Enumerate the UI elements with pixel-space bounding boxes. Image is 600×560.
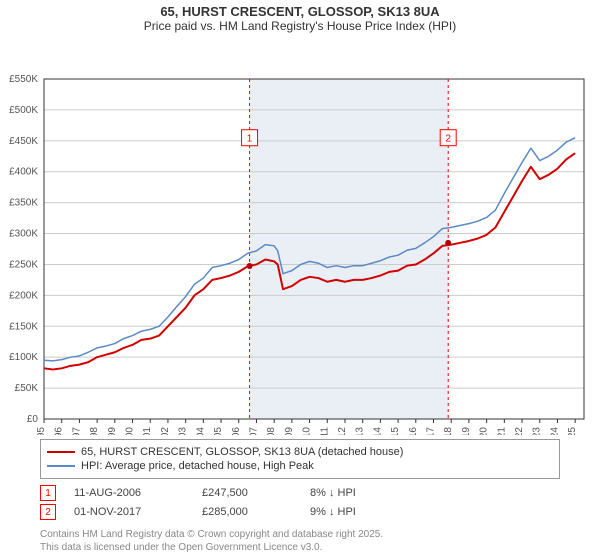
svg-text:2022: 2022: [514, 427, 525, 435]
svg-text:2018: 2018: [443, 427, 454, 435]
sale-delta: 8% ↓ HPI: [310, 487, 356, 499]
svg-text:2006: 2006: [231, 427, 242, 435]
svg-text:2: 2: [445, 134, 451, 145]
svg-text:1995: 1995: [36, 427, 47, 435]
svg-text:1999: 1999: [107, 427, 118, 435]
legend-item: HPI: Average price, detached house, High…: [47, 460, 553, 472]
svg-text:2025: 2025: [567, 427, 578, 435]
sale-delta: 9% ↓ HPI: [310, 506, 356, 518]
svg-text:£100K: £100K: [9, 352, 38, 363]
legend-label: HPI: Average price, detached house, High…: [81, 460, 314, 472]
svg-text:2003: 2003: [178, 427, 189, 435]
sale-price: £285,000: [202, 506, 292, 518]
svg-text:2008: 2008: [266, 427, 277, 435]
svg-text:2002: 2002: [160, 427, 171, 435]
svg-text:1998: 1998: [89, 427, 100, 435]
svg-text:1997: 1997: [71, 427, 82, 435]
svg-text:2010: 2010: [302, 427, 313, 435]
svg-text:2011: 2011: [319, 427, 330, 435]
svg-text:1: 1: [247, 134, 253, 145]
copyright: Contains HM Land Registry data © Crown c…: [40, 528, 560, 554]
svg-text:2013: 2013: [355, 427, 366, 435]
sale-marker-icon: 1: [40, 485, 56, 501]
sale-date: 01-NOV-2017: [74, 506, 184, 518]
svg-text:2014: 2014: [372, 427, 383, 435]
copyright-line: Contains HM Land Registry data © Crown c…: [40, 528, 560, 541]
copyright-line: This data is licensed under the Open Gov…: [40, 541, 560, 554]
chart-title-line2: Price paid vs. HM Land Registry's House …: [0, 19, 600, 33]
svg-text:1996: 1996: [54, 427, 65, 435]
svg-text:£50K: £50K: [15, 383, 39, 394]
svg-text:2005: 2005: [213, 427, 224, 435]
svg-text:£300K: £300K: [9, 229, 38, 240]
svg-text:2004: 2004: [195, 427, 206, 435]
svg-text:2023: 2023: [532, 427, 543, 435]
sale-price: £247,500: [202, 487, 292, 499]
sale-marker-icon: 2: [40, 504, 56, 520]
legend-label: 65, HURST CRESCENT, GLOSSOP, SK13 8UA (d…: [81, 446, 403, 458]
svg-text:2012: 2012: [337, 427, 348, 435]
svg-text:£150K: £150K: [9, 321, 38, 332]
svg-text:£500K: £500K: [9, 105, 38, 116]
svg-text:2016: 2016: [408, 427, 419, 435]
svg-text:£200K: £200K: [9, 290, 38, 301]
legend-swatch: [47, 451, 75, 453]
price-chart: £0 £50K £100K £150K £200K £250K £300K £350K £400…: [0, 35, 600, 435]
svg-text:£450K: £450K: [9, 136, 38, 147]
legend: 65, HURST CRESCENT, GLOSSOP, SK13 8UA (d…: [40, 439, 560, 479]
svg-text:£400K: £400K: [9, 167, 38, 178]
svg-text:2007: 2007: [248, 427, 259, 435]
svg-text:2020: 2020: [479, 427, 490, 435]
svg-text:2024: 2024: [549, 427, 560, 435]
legend-item: 65, HURST CRESCENT, GLOSSOP, SK13 8UA (d…: [47, 446, 553, 458]
sale-date: 11-AUG-2006: [74, 487, 184, 499]
svg-text:£550K: £550K: [9, 74, 38, 85]
svg-text:£250K: £250K: [9, 259, 38, 270]
svg-text:2021: 2021: [496, 427, 507, 435]
sales-row: 2 01-NOV-2017 £285,000 9% ↓ HPI: [40, 504, 560, 520]
svg-text:2009: 2009: [284, 427, 295, 435]
sales-table: 1 11-AUG-2006 £247,500 8% ↓ HPI 2 01-NOV…: [40, 485, 560, 520]
svg-text:£0: £0: [27, 414, 39, 425]
sales-row: 1 11-AUG-2006 £247,500 8% ↓ HPI: [40, 485, 560, 501]
svg-text:2017: 2017: [426, 427, 437, 435]
chart-title-line1: 65, HURST CRESCENT, GLOSSOP, SK13 8UA: [0, 4, 600, 19]
svg-text:£350K: £350K: [9, 198, 38, 209]
svg-text:2000: 2000: [125, 427, 136, 435]
legend-swatch: [47, 465, 75, 467]
svg-text:2015: 2015: [390, 427, 401, 435]
svg-text:2001: 2001: [142, 427, 153, 435]
svg-text:2019: 2019: [461, 427, 472, 435]
